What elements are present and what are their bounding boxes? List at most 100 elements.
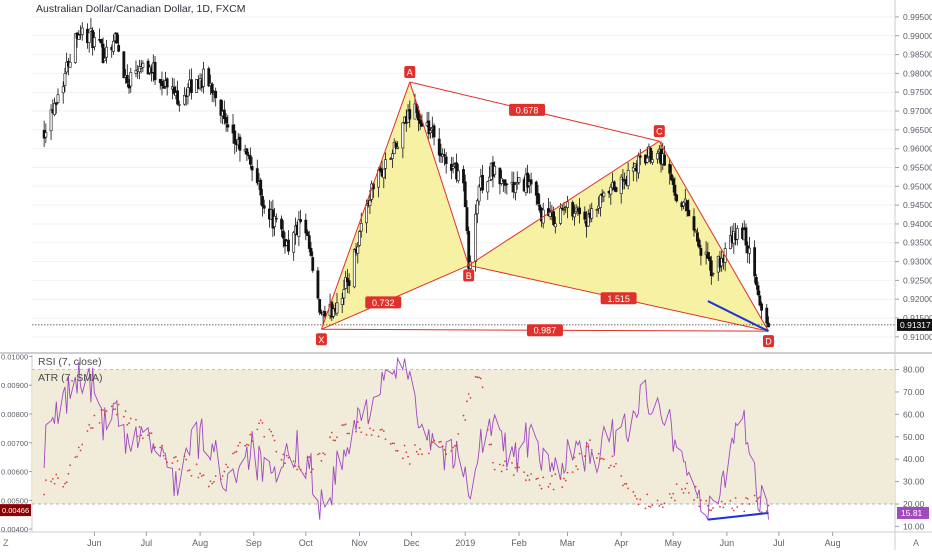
atr-dot [297,465,300,468]
candle-up [186,87,190,97]
candle-up [392,142,396,154]
atr-dot [396,449,399,452]
atr-dot [625,482,628,485]
atr-dot [767,504,770,507]
candle-down [753,247,757,277]
atr-dot [583,455,586,458]
atr-dot [554,473,557,476]
atr-legend-label: ATR (7, SMA) [38,372,103,384]
candle-down [758,295,762,306]
candle-up [65,61,69,73]
atr-dot [221,475,224,477]
pattern-point-c: C [656,127,663,137]
candle-up [49,109,53,132]
atr-dot [663,502,666,505]
pattern-point-a-bg [404,66,416,79]
atr-dot [154,446,156,449]
candle-down [281,230,285,239]
atr-dot [419,448,422,451]
candle-up [105,46,108,58]
atr-dot [211,482,214,485]
atr-dot [722,506,725,509]
candle-up [559,207,562,224]
atr-dot [627,487,630,490]
candle-down [306,231,309,236]
atr-dot [195,463,198,466]
ratio-label-xb: 0.732 [372,298,395,308]
atr-dot [311,468,314,471]
last-price-badge-bg [897,318,932,331]
atr-dot [615,462,617,465]
atr-dot [223,470,226,473]
atr-dot [479,377,482,380]
atr-dot [622,484,624,487]
atr-dot [753,494,756,497]
atr-dot [488,443,491,446]
candle-down [526,172,530,188]
candle-down [465,207,469,231]
atr-dot [566,471,569,474]
candle-down [467,231,471,269]
atr-dot [207,485,210,488]
atr-dot [757,497,759,500]
atr-dot [197,476,200,479]
last-price-badge: 0.91317 [900,320,931,330]
atr-dot [86,430,89,432]
candle-down [481,175,484,191]
pattern-point-d: D [765,337,772,347]
candle-up [711,272,715,275]
candle-down [503,179,507,186]
time-tick-label: Jun [720,538,735,548]
atr-dot [443,448,446,451]
atr-dot [538,484,541,487]
candle-up [396,146,400,149]
atr-dot [299,468,302,471]
atr-dot [187,469,189,472]
candle-down [621,178,625,181]
price-tick-label: 0.95500 [903,162,932,172]
atr-dot [199,472,201,475]
atr-dot [117,403,120,406]
atr-dot [176,460,179,462]
atr-dot [620,475,623,477]
candle-up [335,302,339,314]
rsi-tick-label: 70.00 [903,387,925,397]
candle-down [311,257,315,271]
candle-down [316,270,320,299]
atr-dot [219,478,222,481]
atr-dot [469,396,472,399]
candle-up [401,122,405,149]
atr-dot [528,479,531,481]
atr-dot [393,442,396,445]
pattern-leg-ab [409,81,470,266]
atr-dot [450,449,453,452]
atr-dot [637,503,640,506]
atr-dot [493,468,496,471]
atr-dot [467,393,470,395]
candle-up [356,246,360,254]
ratio-label-bd-bg [600,292,637,305]
atr-dot [481,386,484,389]
atr-dot [382,430,385,433]
atr-dot [748,503,751,505]
candle-down [115,32,119,44]
atr-dot [684,487,687,490]
price-tick-label: 0.97500 [903,87,932,97]
time-tick-label: Aug [825,538,841,548]
candle-up [63,73,67,86]
atr-dot [369,427,371,430]
atr-dot [720,500,723,503]
atr-dot [162,454,165,457]
atr-dot [462,414,465,417]
atr-dot [426,438,429,441]
atr-dot [755,500,758,503]
atr-dot [505,468,508,471]
atr-dot [214,475,217,477]
candle-up [202,68,205,87]
atr-dot [478,376,480,379]
price-tick-label: 0.96500 [903,125,932,135]
atr-dot [578,452,581,455]
atr-dot [233,451,236,454]
candle-down [536,192,540,205]
candle-down [437,138,441,156]
